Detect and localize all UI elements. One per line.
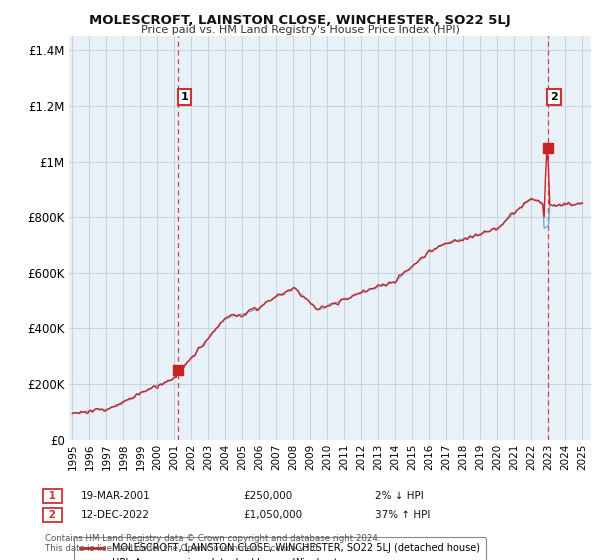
Text: Contains HM Land Registry data © Crown copyright and database right 2024.
This d: Contains HM Land Registry data © Crown c… — [45, 534, 380, 553]
Text: 2: 2 — [550, 92, 558, 102]
Text: 1: 1 — [45, 491, 59, 501]
Text: MOLESCROFT, LAINSTON CLOSE, WINCHESTER, SO22 5LJ: MOLESCROFT, LAINSTON CLOSE, WINCHESTER, … — [89, 14, 511, 27]
Text: 1: 1 — [181, 92, 188, 102]
Text: 12-DEC-2022: 12-DEC-2022 — [81, 510, 150, 520]
Text: £1,050,000: £1,050,000 — [243, 510, 302, 520]
Text: Price paid vs. HM Land Registry's House Price Index (HPI): Price paid vs. HM Land Registry's House … — [140, 25, 460, 35]
Text: £250,000: £250,000 — [243, 491, 292, 501]
Legend: MOLESCROFT, LAINSTON CLOSE, WINCHESTER, SO22 5LJ (detached house), HPI: Average : MOLESCROFT, LAINSTON CLOSE, WINCHESTER, … — [74, 537, 485, 560]
Text: 2: 2 — [45, 510, 59, 520]
Text: 19-MAR-2001: 19-MAR-2001 — [81, 491, 151, 501]
Text: 37% ↑ HPI: 37% ↑ HPI — [375, 510, 430, 520]
Text: 2% ↓ HPI: 2% ↓ HPI — [375, 491, 424, 501]
